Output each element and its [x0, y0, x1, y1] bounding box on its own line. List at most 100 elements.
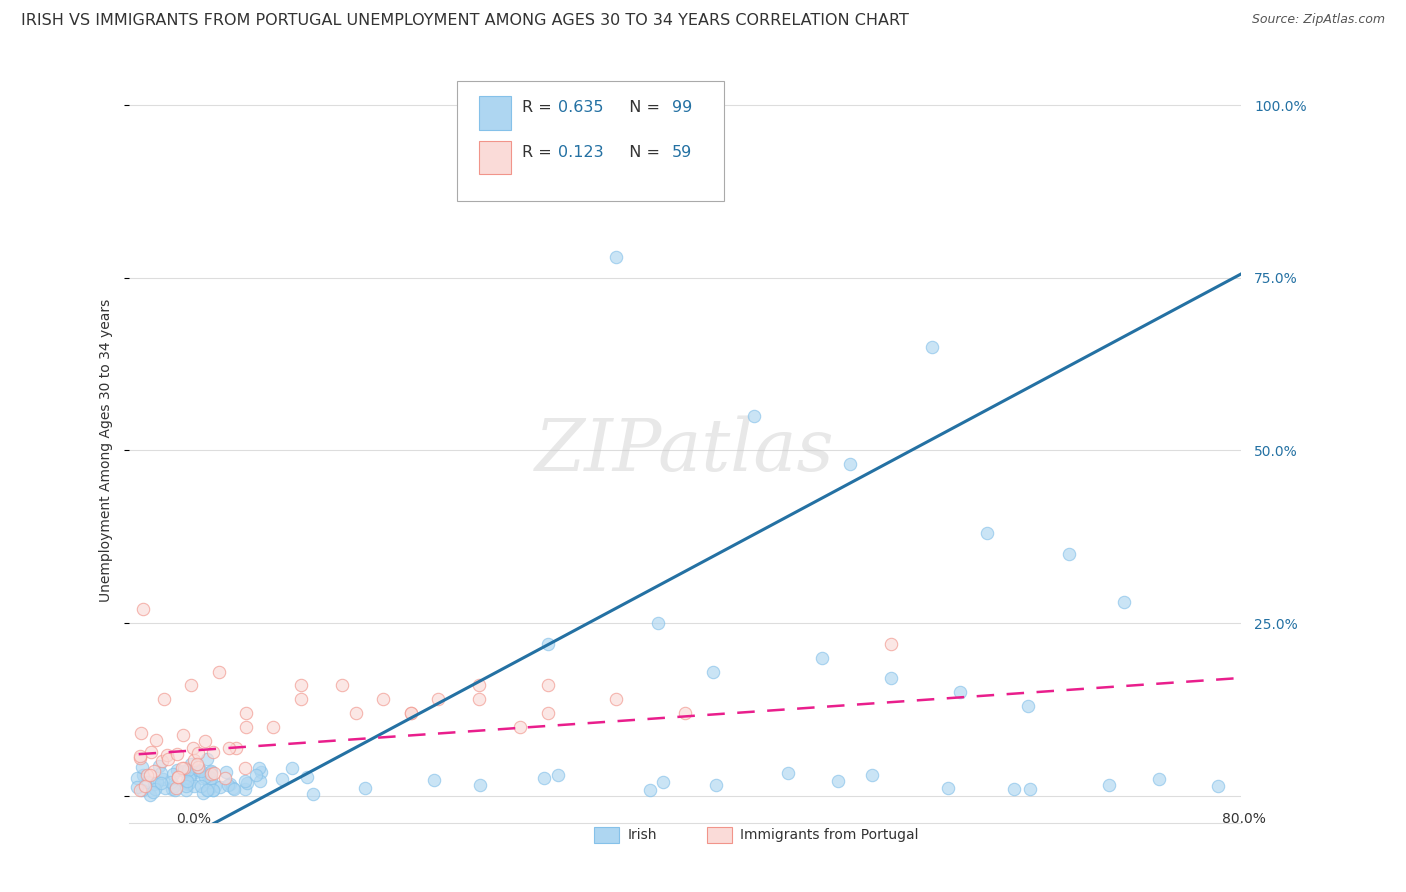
FancyBboxPatch shape [479, 141, 510, 175]
Point [180, 678, 202, 692]
Point [301, 787, 323, 801]
Point [131, 783, 153, 797]
Point [468, 778, 491, 792]
Point [1098, 778, 1121, 792]
Point [200, 767, 222, 781]
Point [191, 786, 214, 800]
Point [742, 409, 765, 423]
Point [827, 774, 849, 789]
Text: 0.123: 0.123 [558, 145, 605, 160]
Point [880, 672, 903, 686]
Point [224, 781, 246, 796]
Point [245, 768, 267, 782]
Point [468, 692, 491, 706]
Point [201, 783, 224, 797]
Point [233, 773, 256, 788]
Point [172, 728, 194, 742]
Point [936, 781, 959, 796]
Point [249, 773, 271, 788]
Point [150, 754, 173, 768]
Point [152, 692, 174, 706]
Point [177, 764, 200, 778]
Point [537, 706, 560, 720]
Point [1059, 547, 1081, 561]
Point [166, 747, 188, 762]
Point [204, 779, 226, 793]
Point [197, 769, 219, 783]
Point [218, 741, 240, 756]
Point [152, 772, 174, 786]
Point [427, 692, 450, 706]
Point [214, 771, 236, 785]
Point [640, 783, 662, 797]
Point [921, 340, 943, 354]
Point [165, 781, 187, 796]
Point [131, 767, 153, 781]
Point [131, 726, 153, 740]
Point [948, 685, 970, 699]
Point [880, 637, 903, 651]
Point [190, 779, 212, 793]
Point [141, 745, 163, 759]
Point [190, 764, 212, 779]
Point [200, 764, 222, 779]
Point [605, 692, 627, 706]
Point [647, 616, 669, 631]
Point [142, 764, 165, 779]
Point [217, 778, 239, 792]
Point [174, 783, 197, 797]
Point [143, 781, 166, 796]
Point [187, 760, 209, 774]
Point [271, 772, 294, 786]
Point [235, 720, 257, 734]
Point [290, 692, 312, 706]
Point [468, 678, 491, 692]
Point [176, 774, 198, 789]
Point [702, 665, 724, 679]
Point [537, 678, 560, 692]
Point [163, 783, 186, 797]
Point [153, 781, 176, 796]
Point [150, 766, 173, 780]
Point [173, 761, 195, 775]
Point [186, 756, 208, 771]
Point [344, 706, 367, 720]
Point [811, 650, 834, 665]
Point [134, 779, 156, 793]
Text: 59: 59 [672, 145, 692, 160]
Point [250, 765, 273, 780]
Point [132, 602, 155, 616]
Point [184, 765, 207, 780]
Point [399, 706, 422, 720]
Point [184, 763, 207, 777]
Point [201, 745, 224, 759]
Point [1114, 595, 1136, 609]
Point [547, 767, 569, 781]
Point [145, 732, 167, 747]
Point [1206, 779, 1229, 793]
Point [236, 776, 259, 790]
Point [183, 779, 205, 793]
Y-axis label: Unemployment Among Ages 30 to 34 years: Unemployment Among Ages 30 to 34 years [100, 299, 114, 602]
Point [202, 783, 225, 797]
Point [187, 747, 209, 761]
Point [183, 753, 205, 767]
Point [162, 766, 184, 780]
Point [373, 692, 395, 706]
Text: 0.0%: 0.0% [176, 812, 211, 826]
Point [136, 768, 159, 782]
Point [290, 678, 312, 692]
Point [330, 678, 353, 692]
Point [200, 764, 222, 778]
Point [149, 776, 172, 790]
Point [166, 770, 188, 784]
Point [177, 772, 200, 786]
Point [262, 720, 284, 734]
Point [673, 706, 696, 720]
Text: N =: N = [620, 100, 665, 115]
Point [423, 772, 446, 787]
Point [838, 457, 860, 471]
Point [177, 776, 200, 790]
FancyBboxPatch shape [457, 81, 724, 201]
Point [166, 770, 188, 784]
